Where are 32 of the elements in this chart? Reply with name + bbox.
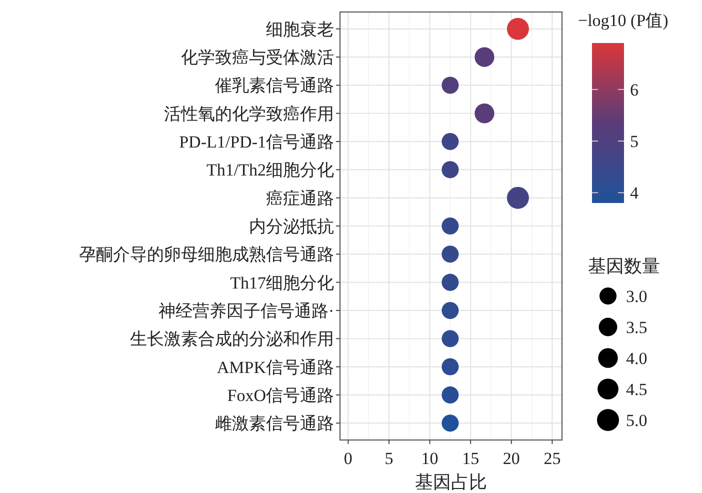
- color-bar-label: 5: [630, 132, 638, 152]
- x-axis-title: 基因占比: [415, 472, 487, 492]
- y-tick-label: 化学致癌与受体激活: [181, 48, 334, 68]
- legend-label: 4.0: [626, 349, 648, 368]
- y-tick-label: AMPK信号通路: [216, 358, 334, 377]
- y-tick-label: 生长激素合成的分泌和作用: [130, 330, 334, 349]
- color-bar-label: 4: [630, 184, 639, 203]
- x-tick-label: 5: [384, 449, 394, 468]
- y-tick-label: Th17细胞分化: [230, 273, 334, 292]
- x-tick-label: 15: [462, 449, 480, 468]
- y-tick-label: 活性氧的化学致癌作用: [164, 104, 334, 124]
- y-tick-label: 催乳素信号通路: [215, 76, 334, 96]
- y-tick-label: Th1/Th2细胞分化: [206, 160, 334, 180]
- legend-label: 3.5: [626, 318, 648, 337]
- x-tick-label: 25: [544, 449, 561, 468]
- y-tick-label: 孕酮介导的卵母细胞成熟信号通路: [79, 245, 334, 264]
- color-bar-label: 6: [630, 80, 638, 100]
- legend-label: 3.0: [626, 287, 648, 306]
- legend-title: 基因数量: [588, 256, 660, 276]
- legend-label: 5.0: [626, 411, 648, 430]
- y-tick-label: 癌症通路: [266, 188, 334, 208]
- y-tick-label: 神经营养因子信号通路·: [158, 301, 334, 320]
- x-tick-label: 10: [421, 449, 438, 468]
- y-tick-label: 细胞衰老: [266, 20, 334, 39]
- x-tick-label: 0: [344, 449, 352, 468]
- legend-label: 4.5: [626, 380, 648, 399]
- x-tick-label: 20: [502, 449, 520, 468]
- color-bar-title: −log10 (P值): [578, 11, 668, 30]
- y-tick-label: FoxO信号通路: [227, 386, 334, 405]
- y-tick-label: 雌激素信号通路: [215, 414, 334, 434]
- y-tick-label: PD-L1/PD-1信号通路: [179, 132, 334, 152]
- y-tick-label: 内分泌抵抗: [249, 217, 334, 236]
